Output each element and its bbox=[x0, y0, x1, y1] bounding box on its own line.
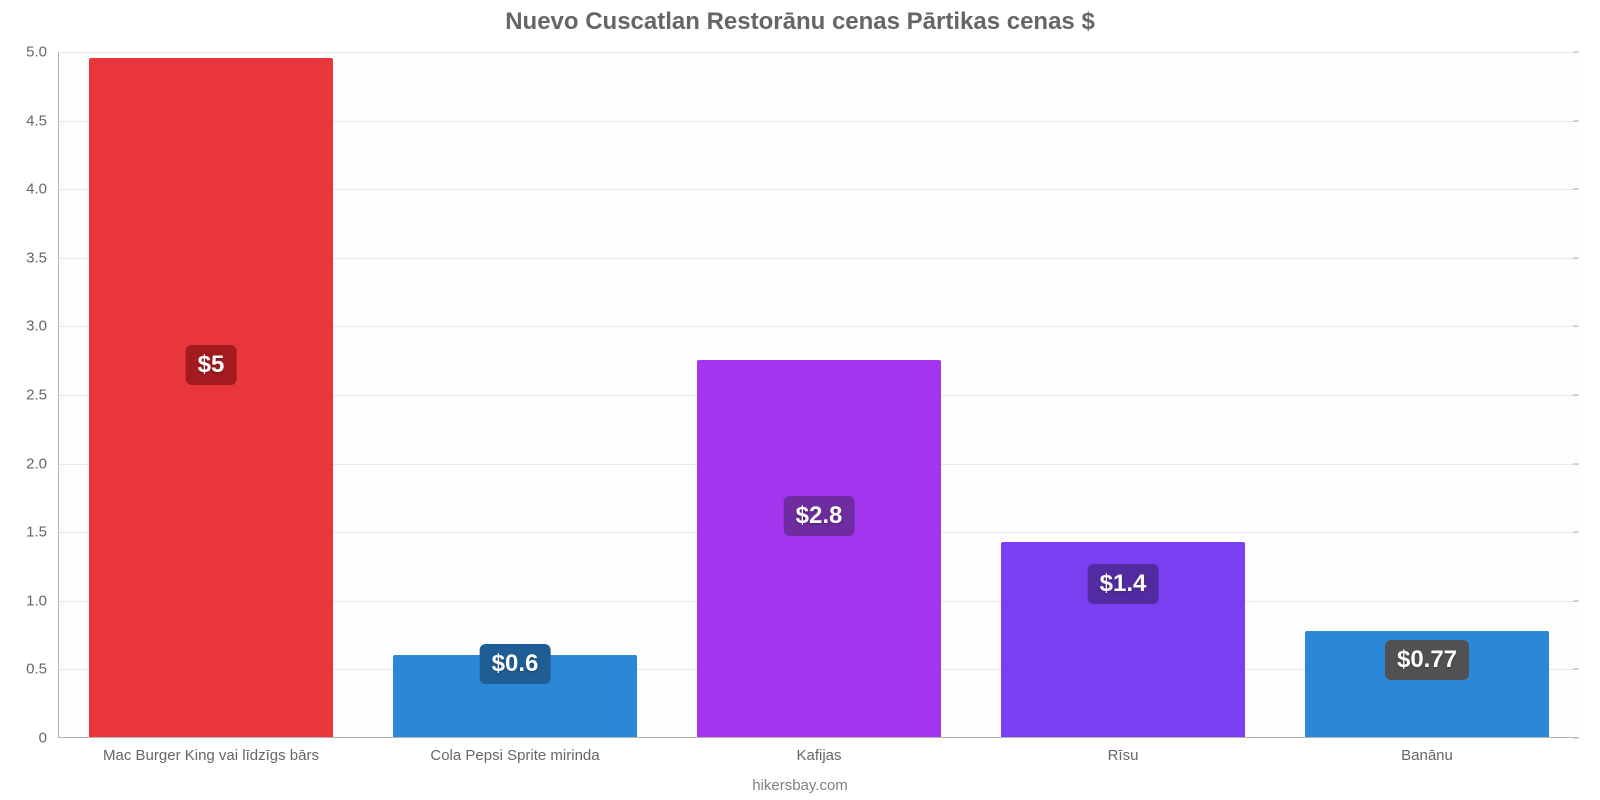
ytick-label: 3.5 bbox=[26, 249, 59, 266]
ytick-label: 3.0 bbox=[26, 318, 59, 335]
ytick-label: 0.5 bbox=[26, 661, 59, 678]
ytick-mark bbox=[1573, 120, 1579, 121]
bar bbox=[697, 360, 940, 737]
ytick-mark bbox=[1573, 600, 1579, 601]
ytick-label: 1.0 bbox=[26, 592, 59, 609]
ytick-mark bbox=[1573, 532, 1579, 533]
ytick-label: 5.0 bbox=[26, 44, 59, 61]
ytick-label: 4.0 bbox=[26, 181, 59, 198]
gridline bbox=[59, 52, 1578, 53]
ytick-mark bbox=[1573, 52, 1579, 53]
ytick-mark bbox=[1573, 257, 1579, 258]
ytick-label: 4.5 bbox=[26, 112, 59, 129]
ytick-mark bbox=[1573, 669, 1579, 670]
plot-area: 00.51.01.52.02.53.03.54.04.55.0$5Mac Bur… bbox=[58, 52, 1578, 738]
ytick-mark bbox=[1573, 463, 1579, 464]
value-badge: $1.4 bbox=[1088, 564, 1159, 604]
category-label: Cola Pepsi Sprite mirinda bbox=[430, 737, 599, 764]
ytick-label: 1.5 bbox=[26, 524, 59, 541]
category-label: Mac Burger King vai līdzīgs bārs bbox=[103, 737, 319, 764]
bar bbox=[89, 58, 332, 737]
chart-credit: hikersbay.com bbox=[0, 777, 1600, 794]
price-bar-chart: Nuevo Cuscatlan Restorānu cenas Pārtikas… bbox=[0, 0, 1600, 800]
value-badge: $2.8 bbox=[784, 496, 855, 536]
ytick-mark bbox=[1573, 189, 1579, 190]
value-badge: $5 bbox=[186, 345, 237, 385]
ytick-mark bbox=[1573, 738, 1579, 739]
category-label: Rīsu bbox=[1108, 737, 1139, 764]
ytick-mark bbox=[1573, 395, 1579, 396]
category-label: Banānu bbox=[1401, 737, 1453, 764]
chart-title: Nuevo Cuscatlan Restorānu cenas Pārtikas… bbox=[0, 8, 1600, 36]
ytick-label: 2.0 bbox=[26, 455, 59, 472]
ytick-label: 2.5 bbox=[26, 387, 59, 404]
value-badge: $0.6 bbox=[480, 644, 551, 684]
ytick-label: 0 bbox=[39, 730, 59, 747]
ytick-mark bbox=[1573, 326, 1579, 327]
category-label: Kafijas bbox=[796, 737, 841, 764]
value-badge: $0.77 bbox=[1385, 640, 1469, 680]
